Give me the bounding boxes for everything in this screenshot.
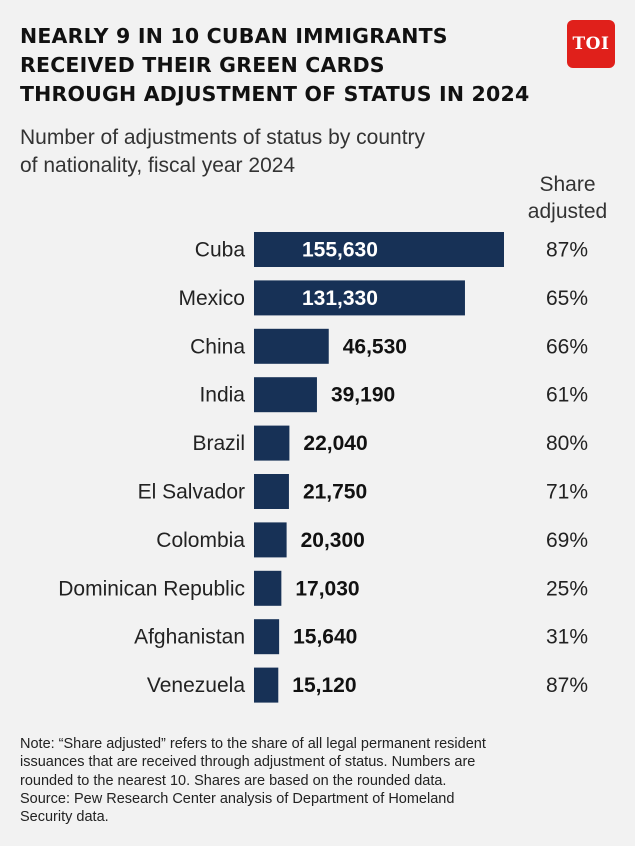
- subtitle-line-2: of nationality, fiscal year 2024: [20, 154, 296, 177]
- category-label: Mexico: [178, 287, 245, 310]
- share-label: 87%: [546, 239, 588, 262]
- share-column-header: Share adjusted: [505, 171, 630, 225]
- chart-title: NEARLY 9 IN 10 CUBAN IMMIGRANTS RECEIVED…: [20, 22, 580, 109]
- title-line-1: NEARLY 9 IN 10 CUBAN IMMIGRANTS: [20, 24, 448, 48]
- share-label: 71%: [546, 481, 588, 504]
- bar: [254, 570, 282, 606]
- category-label: China: [190, 335, 245, 358]
- share-label: 80%: [546, 432, 588, 455]
- category-label: Brazil: [192, 432, 245, 455]
- value-label: 39,190: [331, 384, 395, 407]
- bar: [254, 377, 317, 413]
- share-label: 25%: [546, 577, 588, 600]
- bar: [254, 280, 465, 316]
- value-label: 15,120: [292, 674, 356, 697]
- category-label: Colombia: [156, 529, 245, 552]
- category-label: Dominican Republic: [58, 577, 245, 600]
- note-line-3: rounded to the nearest 10. Shares are ba…: [20, 772, 447, 789]
- value-label: 20,300: [301, 529, 365, 552]
- note-line-5: Security data.: [20, 809, 109, 826]
- bar: [254, 328, 329, 364]
- category-label: India: [199, 384, 245, 407]
- share-header-line-1: Share: [539, 173, 596, 196]
- share-label: 66%: [546, 335, 588, 358]
- value-label: 131,330: [302, 287, 378, 310]
- note-line-2: issuances that are received through adju…: [20, 754, 476, 771]
- title-line-3: THROUGH ADJUSTMENT OF STATUS IN 2024: [20, 82, 530, 106]
- value-label: 155,630: [302, 239, 378, 262]
- bar: [254, 474, 289, 509]
- value-label: 17,030: [295, 577, 359, 600]
- value-label: 46,530: [343, 335, 407, 358]
- value-label: 21,750: [303, 481, 367, 504]
- value-label: 22,040: [303, 432, 367, 455]
- toi-logo: TOI: [567, 20, 615, 68]
- share-label: 65%: [546, 287, 588, 310]
- bar: [254, 522, 287, 558]
- note-line-4: Source: Pew Research Center analysis of …: [20, 790, 455, 807]
- chart-note: Note: “Share adjusted” refers to the sha…: [20, 735, 620, 826]
- share-label: 61%: [546, 384, 588, 407]
- bar-chart: Cuba 155,630 87% Mexico 131,330 65% China 46,53…: [58, 232, 588, 703]
- share-label: 69%: [546, 529, 588, 552]
- bar: [254, 232, 504, 267]
- category-label: Venezuela: [147, 674, 245, 697]
- share-header-line-2: adjusted: [527, 200, 608, 223]
- note-line-1: Note: “Share adjusted” refers to the sha…: [20, 736, 486, 752]
- value-label: 15,640: [293, 626, 357, 649]
- category-label: Afghanistan: [134, 626, 245, 649]
- category-label: El Salvador: [138, 481, 245, 504]
- bar: [254, 619, 280, 655]
- subtitle-line-1: Number of adjustments of status by count…: [20, 126, 426, 149]
- bar: [254, 667, 279, 703]
- category-label: Cuba: [195, 239, 246, 262]
- share-label: 31%: [546, 626, 588, 649]
- title-line-2: RECEIVED THEIR GREEN CARDS: [20, 53, 385, 77]
- chart-subtitle: Number of adjustments of status by count…: [20, 124, 560, 180]
- share-label: 87%: [546, 674, 588, 697]
- bar: [254, 425, 290, 461]
